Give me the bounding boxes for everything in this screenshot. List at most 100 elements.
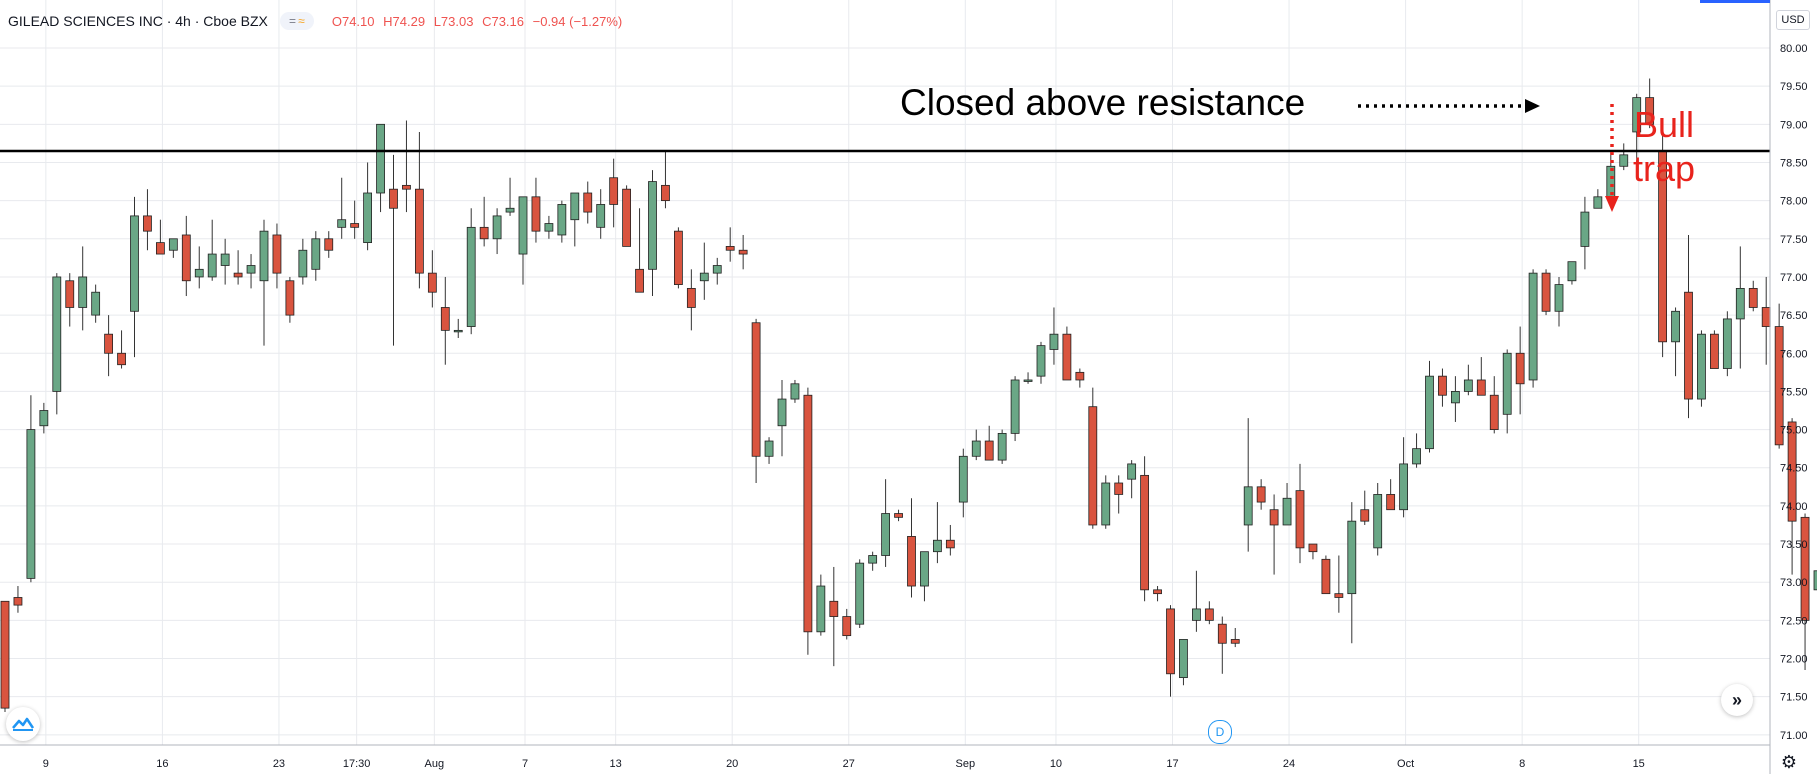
candle-up <box>376 123 385 194</box>
time-axis[interactable]: 9 16 23 17:30 Aug 7 13 20 27 Sep 10 17 24 Oct 8 15 <box>0 744 1770 770</box>
candle-down <box>894 513 903 518</box>
candle-down <box>1166 608 1175 675</box>
candle-up <box>311 238 321 270</box>
candle-down <box>674 230 683 285</box>
candle-down <box>945 539 955 549</box>
candle-down <box>427 272 437 293</box>
price-tick-label: 72.50 <box>1780 615 1808 627</box>
candle-up <box>1502 352 1512 415</box>
price-tick-label: 74.00 <box>1780 501 1808 513</box>
candle-down <box>907 536 916 587</box>
candle-up <box>1023 379 1033 382</box>
candle-up <box>868 555 878 564</box>
price-tick-label: 73.00 <box>1780 577 1808 589</box>
price-tick-label: 76.00 <box>1780 348 1808 360</box>
time-tick-label: 17 <box>1166 758 1178 770</box>
candle-down <box>1761 307 1771 327</box>
settings-button[interactable]: ⚙ <box>1779 752 1799 772</box>
candle-up <box>130 215 139 312</box>
price-tick-label: 76.50 <box>1780 310 1808 322</box>
high-value: H74.29 <box>383 13 426 29</box>
candle-down <box>181 234 191 282</box>
time-tick-label: 7 <box>522 758 528 770</box>
price-tick-label: 75.50 <box>1780 386 1808 398</box>
candle-down <box>350 223 360 228</box>
candle-up <box>1243 486 1253 526</box>
indicator-toggle-badge[interactable]: = ≈ <box>279 12 314 30</box>
time-tick-label: 17:30 <box>343 758 371 770</box>
candle-down <box>65 280 75 308</box>
candle-down <box>1140 474 1149 591</box>
candle-down <box>143 215 152 232</box>
candles <box>0 78 1817 712</box>
grid <box>0 0 1770 745</box>
candle-up <box>1010 379 1020 434</box>
candle-down <box>1075 371 1085 381</box>
time-tick-label: 16 <box>156 758 168 770</box>
candle-down <box>285 280 295 316</box>
candle-down <box>725 246 735 251</box>
time-tick-label: 8 <box>1519 758 1525 770</box>
candle-down <box>1710 333 1719 369</box>
day-interval-marker[interactable]: D <box>1208 720 1232 744</box>
candle-down <box>0 600 10 709</box>
currency-label[interactable]: USD <box>1776 10 1810 30</box>
candle-down <box>1269 509 1279 526</box>
candle-down <box>440 307 450 331</box>
candle-up <box>790 383 800 400</box>
candle-up <box>1049 333 1059 350</box>
candle-down <box>531 196 541 232</box>
candle-down <box>1541 272 1551 312</box>
currency-text: USD <box>1781 14 1805 26</box>
candle-up <box>1528 272 1538 381</box>
candle-down <box>1230 639 1240 644</box>
price-axis[interactable]: 71.00 71.50 72.00 72.50 73.00 73.50 74.00 74.50… <box>1700 0 1808 774</box>
candle-down <box>751 322 761 457</box>
candle-up <box>1036 345 1046 377</box>
candle-up <box>1722 318 1732 369</box>
symbol-title[interactable]: GILEAD SCIENCES INC · 4h · Cboe BZX <box>8 13 268 29</box>
candle-down <box>686 287 696 308</box>
candle-down <box>829 600 839 617</box>
candle-up <box>298 249 308 278</box>
tradingview-logo-icon <box>12 717 34 731</box>
candle-up <box>505 207 515 213</box>
price-tick-label: 77.50 <box>1780 234 1808 246</box>
candle-down <box>1321 558 1331 595</box>
scroll-to-realtime-button[interactable]: » <box>1721 684 1753 716</box>
candle-down <box>479 226 489 240</box>
closed-above-arrow-head <box>1525 99 1540 113</box>
ohlc-values: O74.10 H74.29 L73.03 C73.16 −0.94 (−1.27… <box>332 14 627 29</box>
candle-down <box>1295 490 1305 549</box>
time-tick-label: Oct <box>1397 758 1414 770</box>
candle-down <box>583 192 593 213</box>
candle-up <box>764 440 774 457</box>
candle-down <box>842 616 852 637</box>
candle-up <box>1347 520 1357 595</box>
candle-up <box>1412 448 1421 465</box>
symbol-legend[interactable]: GILEAD SCIENCES INC · 4h · Cboe BZX = ≈ … <box>8 12 627 30</box>
candle-down <box>1062 333 1072 381</box>
candle-down <box>389 188 398 209</box>
candle-up <box>52 276 62 392</box>
price-tick-label: 74.50 <box>1780 463 1808 475</box>
candle-down <box>1645 97 1655 125</box>
candle-down <box>1308 543 1318 553</box>
candle-down <box>1438 375 1447 396</box>
candle-up <box>712 265 722 274</box>
candle-down <box>622 188 631 247</box>
gear-icon: ⚙ <box>1780 751 1798 772</box>
logo-button[interactable] <box>6 707 40 741</box>
candle-up <box>557 204 567 236</box>
candle-up <box>91 291 101 316</box>
time-tick-label: 20 <box>726 758 738 770</box>
candle-up <box>207 253 217 278</box>
candle-up <box>1192 608 1201 621</box>
candle-down <box>104 333 113 354</box>
price-tick-label: 75.00 <box>1780 425 1808 437</box>
candle-down <box>1800 516 1810 621</box>
candle-down <box>1476 379 1486 396</box>
change-value: −0.94 (−1.27%) <box>532 13 623 29</box>
